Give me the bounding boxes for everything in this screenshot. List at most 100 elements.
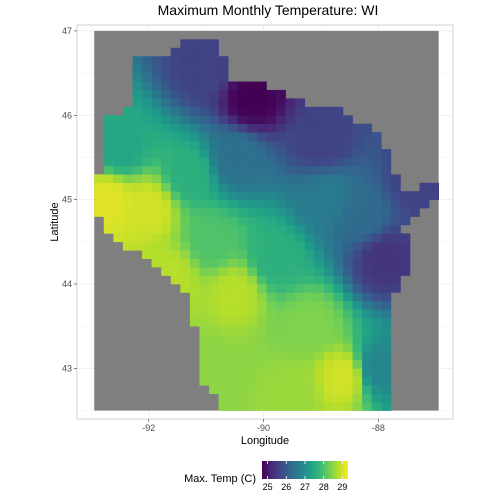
- heatmap-cell: [256, 284, 267, 293]
- legend-title: Max. Temp (C): [184, 473, 256, 485]
- heatmap-cell: [343, 123, 353, 133]
- heatmap-cell: [189, 267, 200, 276]
- heatmap-cell: [247, 385, 258, 394]
- heatmap-cell: [199, 359, 210, 369]
- heatmap-cell: [218, 343, 229, 352]
- heatmap-cell: [343, 393, 353, 403]
- heatmap-cell: [247, 191, 258, 200]
- heatmap-cell: [266, 149, 277, 158]
- heatmap-cell: [189, 89, 200, 99]
- heatmap-cell: [333, 216, 344, 226]
- heatmap-cell: [314, 106, 325, 116]
- heatmap-cell: [237, 191, 248, 200]
- heatmap-cell: [371, 149, 382, 158]
- heatmap-cell: [276, 309, 286, 319]
- heatmap-cell: [199, 47, 210, 57]
- heatmap-cell: [218, 258, 229, 268]
- heatmap-cell: [304, 191, 315, 200]
- heatmap-cell: [199, 106, 210, 116]
- heatmap-cell: [314, 250, 325, 260]
- heatmap-cell: [209, 98, 219, 108]
- heatmap-cell: [285, 165, 296, 175]
- heatmap-cell: [180, 56, 191, 65]
- heatmap-cell: [189, 165, 200, 175]
- heatmap-cell: [209, 123, 219, 133]
- heatmap-cell: [247, 250, 258, 260]
- heatmap-cell: [276, 267, 286, 276]
- heatmap-cell: [132, 98, 143, 108]
- heatmap-cell: [180, 241, 191, 251]
- heatmap-cell: [333, 132, 344, 141]
- heatmap-cell: [333, 334, 344, 344]
- heatmap-cell: [285, 275, 296, 285]
- heatmap-cell: [189, 149, 200, 158]
- heatmap-cell: [237, 267, 248, 276]
- heatmap-cell: [170, 149, 181, 158]
- heatmap-cell: [352, 351, 363, 361]
- heatmap-cell: [419, 182, 430, 192]
- heatmap-cell: [247, 317, 258, 327]
- heatmap-cell: [209, 81, 219, 91]
- heatmap-cell: [247, 258, 258, 268]
- heatmap-cell: [352, 402, 363, 411]
- heatmap-cell: [142, 157, 152, 167]
- heatmap-cell: [410, 208, 420, 217]
- heatmap-cell: [151, 233, 162, 243]
- heatmap-cell: [113, 149, 124, 158]
- heatmap-cell: [228, 140, 239, 150]
- heatmap-cell: [209, 216, 219, 226]
- heatmap-cell: [170, 64, 181, 74]
- heatmap-cell: [352, 208, 363, 217]
- heatmap-cell: [343, 334, 353, 344]
- heatmap-cell: [276, 334, 286, 344]
- heatmap-cell: [247, 165, 258, 175]
- heatmap-cell: [228, 359, 239, 369]
- heatmap-cell: [256, 275, 267, 285]
- heatmap-cell: [371, 300, 382, 310]
- heatmap-cell: [295, 351, 306, 361]
- heatmap-cell: [218, 165, 229, 175]
- heatmap-cell: [352, 199, 363, 209]
- heatmap-cell: [381, 300, 392, 310]
- heatmap-cell: [189, 309, 200, 319]
- heatmap-cell: [362, 393, 373, 403]
- x-axis-ticks: -92 -90 -88: [142, 419, 385, 433]
- heatmap-cell: [180, 199, 191, 209]
- heatmap-cell: [247, 351, 258, 361]
- legend-tick-label: 29: [337, 482, 347, 492]
- heatmap-cell: [352, 216, 363, 226]
- heatmap-cell: [333, 309, 344, 319]
- heatmap-cell: [314, 224, 325, 234]
- x-tick-label: -88: [372, 423, 385, 433]
- heatmap-cell: [228, 267, 239, 276]
- heatmap-cell: [180, 73, 191, 82]
- heatmap-cell: [113, 123, 124, 133]
- heatmap-cell: [304, 115, 315, 125]
- heatmap-cell: [170, 191, 181, 200]
- heatmap-cell: [295, 292, 306, 302]
- heatmap-cell: [132, 81, 143, 91]
- heatmap-cell: [295, 334, 306, 344]
- heatmap-cell: [142, 123, 152, 133]
- heatmap-cell: [323, 165, 334, 175]
- heatmap-cell: [256, 359, 267, 369]
- heatmap-cell: [333, 326, 344, 335]
- heatmap-cell: [122, 241, 133, 251]
- heatmap-cell: [142, 56, 152, 65]
- heatmap-cell: [132, 241, 143, 251]
- heatmap-cell: [170, 208, 181, 217]
- heatmap-cell: [199, 64, 210, 74]
- heatmap-cell: [209, 385, 219, 394]
- heatmap-cell: [333, 123, 344, 133]
- heatmap-cell: [228, 157, 239, 167]
- heatmap-cell: [381, 326, 392, 335]
- heatmap-cell: [371, 368, 382, 378]
- heatmap-cell: [113, 233, 124, 243]
- legend-tick-label: 28: [319, 482, 329, 492]
- heatmap-cell: [276, 140, 286, 150]
- heatmap-cell: [199, 149, 210, 158]
- heatmap-cell: [333, 402, 344, 411]
- heatmap-cell: [199, 275, 210, 285]
- heatmap-cell: [180, 149, 191, 158]
- heatmap-cell: [323, 106, 334, 116]
